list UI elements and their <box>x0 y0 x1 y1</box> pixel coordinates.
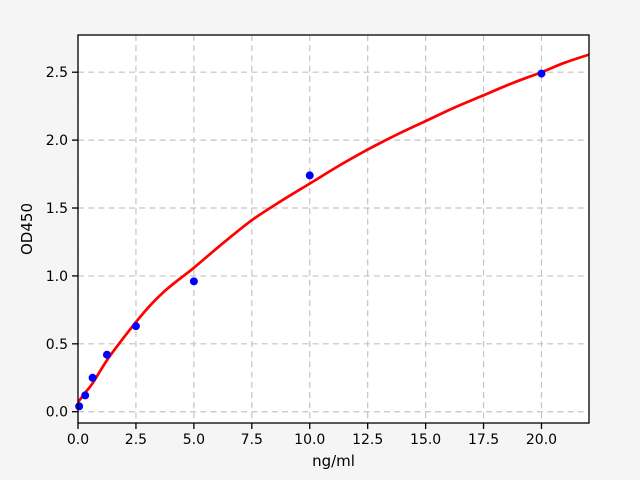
tick-marks <box>72 71 543 429</box>
x-tick-label: 10.0 <box>294 432 325 448</box>
x-tick-label: 0.0 <box>67 432 89 448</box>
data-point <box>189 277 198 286</box>
y-tick-label: 2.0 <box>46 133 68 149</box>
y-tick-label: 1.0 <box>46 269 68 285</box>
x-tick-label: 5.0 <box>183 432 205 448</box>
tick-labels: 0.0 2.5 5.0 7.5 10.0 12.5 15.0 17.5 20.0 0.0 0.5 1.… <box>46 65 557 448</box>
data-point <box>88 373 97 382</box>
axes-border <box>77 34 590 424</box>
gridlines <box>77 35 589 423</box>
data-point <box>131 322 140 331</box>
standard-points <box>75 69 546 411</box>
data-point <box>537 69 546 78</box>
fit-curve <box>78 53 589 404</box>
data-point <box>75 402 84 411</box>
y-tick-label: 0.5 <box>46 337 68 353</box>
x-tick-label: 12.5 <box>352 432 383 448</box>
y-tick-label: 0.0 <box>46 405 68 421</box>
x-tick-label: 7.5 <box>241 432 263 448</box>
y-tick-label: 1.5 <box>46 201 68 217</box>
data-point <box>102 350 111 359</box>
x-tick-label: 2.5 <box>125 432 147 448</box>
x-tick-label: 17.5 <box>468 432 499 448</box>
y-tick-label: 2.5 <box>46 65 68 81</box>
plot-area <box>78 35 589 423</box>
x-tick-label: 20.0 <box>526 432 557 448</box>
data-point <box>305 171 314 180</box>
data-point <box>81 391 90 400</box>
x-tick-label: 15.0 <box>410 432 441 448</box>
